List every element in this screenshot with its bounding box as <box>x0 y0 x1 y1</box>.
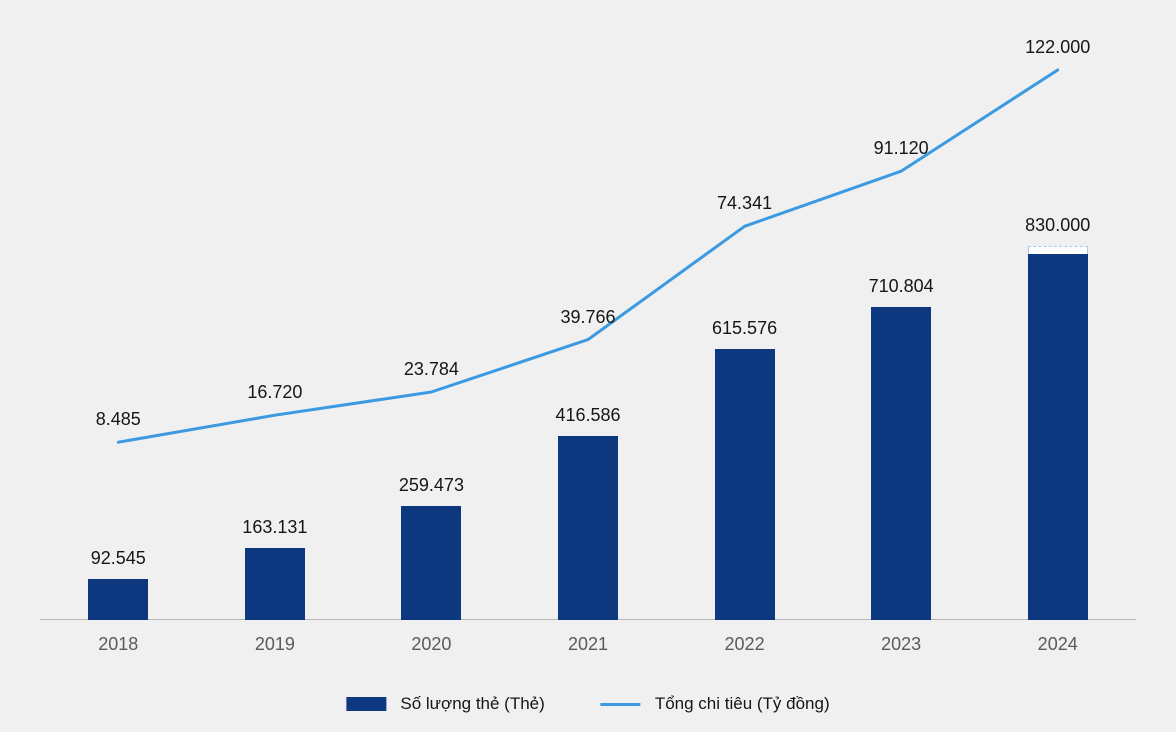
bar <box>88 579 148 620</box>
legend: Số lượng thẻ (Thẻ) Tổng chi tiêu (Tỷ đồng… <box>346 694 829 714</box>
bar-value-label: 416.586 <box>555 405 620 426</box>
line-value-label: 16.720 <box>247 382 302 403</box>
line-value-label: 39.766 <box>560 307 615 328</box>
bar-value-label: 615.576 <box>712 318 777 339</box>
bar <box>1028 254 1088 620</box>
x-tick-label: 2024 <box>1038 634 1078 655</box>
x-tick-label: 2020 <box>411 634 451 655</box>
x-tick-label: 2019 <box>255 634 295 655</box>
legend-swatch-line <box>601 703 641 706</box>
bar-cap <box>1028 246 1088 254</box>
legend-swatch-bar <box>346 697 386 711</box>
legend-label: Tổng chi tiêu (Tỷ đồng) <box>655 694 830 714</box>
x-tick-label: 2023 <box>881 634 921 655</box>
combo-chart: 92.545 163.131 259.473 416.586 615.576 710.80… <box>0 0 1176 732</box>
x-tick-label: 2021 <box>568 634 608 655</box>
bar <box>558 436 618 620</box>
bar-value-label: 163.131 <box>242 517 307 538</box>
x-tick-label: 2022 <box>725 634 765 655</box>
bar-value-label: 710.804 <box>869 276 934 297</box>
bar-value-label: 259.473 <box>399 475 464 496</box>
legend-item: Số lượng thẻ (Thẻ) <box>346 694 544 714</box>
bar-value-label: 92.545 <box>91 548 146 569</box>
legend-label: Số lượng thẻ (Thẻ) <box>400 694 544 714</box>
bar <box>871 307 931 620</box>
bar <box>245 548 305 620</box>
bar <box>401 506 461 620</box>
x-tick-label: 2018 <box>98 634 138 655</box>
line-value-label: 8.485 <box>96 409 141 430</box>
line-value-label: 23.784 <box>404 359 459 380</box>
line-value-label: 91.120 <box>874 138 929 159</box>
bar-value-label: 830.000 <box>1025 215 1090 236</box>
plot-area: 92.545 163.131 259.473 416.586 615.576 710.80… <box>40 30 1136 620</box>
bar <box>715 349 775 620</box>
line-value-label: 122.000 <box>1025 37 1090 58</box>
line-value-label: 74.341 <box>717 193 772 214</box>
legend-item: Tổng chi tiêu (Tỷ đồng) <box>601 694 830 714</box>
